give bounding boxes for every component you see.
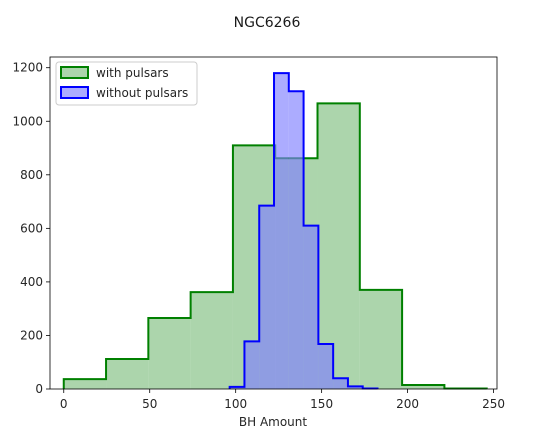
- histogram-bars: [62, 72, 488, 390]
- bar: [318, 344, 334, 389]
- bar: [274, 73, 289, 389]
- y-tick-label: 1000: [12, 114, 43, 128]
- legend-entry: without pulsars: [96, 86, 188, 100]
- x-tick-label: 250: [482, 397, 505, 411]
- x-tick-label: 100: [224, 397, 247, 411]
- legend: with pulsars without pulsars: [55, 61, 198, 106]
- y-tick-label: 1200: [12, 61, 43, 75]
- x-tick-label: 200: [396, 397, 419, 411]
- y-tick-label: 800: [20, 168, 43, 182]
- x-axis-label: BH Amount: [239, 415, 308, 429]
- bar: [288, 91, 304, 389]
- y-tick-label: 200: [20, 328, 43, 342]
- bar: [347, 386, 363, 389]
- bar: [402, 384, 445, 389]
- bar: [63, 379, 107, 389]
- bar: [229, 386, 245, 389]
- x-tick-label: 50: [142, 397, 157, 411]
- legend-entry: with pulsars: [96, 66, 169, 80]
- x-tick-label: 150: [310, 397, 333, 411]
- bar: [259, 205, 275, 389]
- x-tick-label: 0: [60, 397, 68, 411]
- series-2: [228, 72, 379, 390]
- bar: [106, 359, 149, 389]
- x-axis-ticks: 0 50 100 150 200 250: [60, 389, 505, 411]
- legend-swatch: [60, 66, 89, 79]
- y-tick-label: 0: [35, 382, 43, 396]
- series-outline: [228, 72, 379, 390]
- y-tick-label: 400: [20, 275, 43, 289]
- y-axis-ticks: 0 200 400 600 800 1000 1200: [12, 61, 50, 396]
- plot-frame: [49, 56, 498, 390]
- y-tick-label: 600: [20, 221, 43, 235]
- bar: [148, 318, 191, 389]
- bar: [303, 225, 319, 389]
- legend-box: [55, 61, 198, 106]
- bar: [244, 341, 260, 389]
- chart-title: NGC6266: [234, 15, 301, 31]
- bar: [190, 292, 233, 389]
- bar: [317, 103, 360, 390]
- bar: [333, 378, 348, 389]
- legend-swatch: [60, 86, 89, 99]
- bar: [359, 289, 403, 389]
